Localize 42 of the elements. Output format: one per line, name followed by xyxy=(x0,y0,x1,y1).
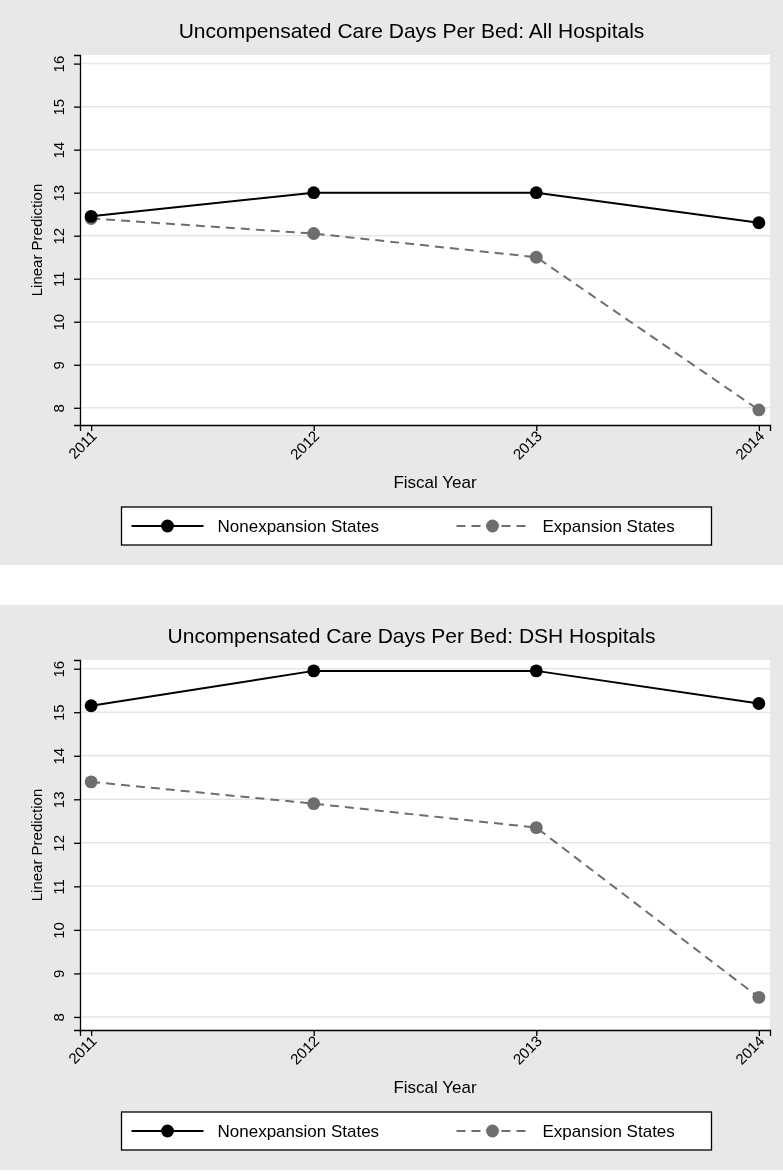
point xyxy=(752,697,766,710)
y-axis-title: Linear Prediction xyxy=(28,788,45,902)
legend-label: Nonexpansion States xyxy=(217,1122,380,1141)
y-axis-title: Linear Prediction xyxy=(28,183,45,297)
point xyxy=(307,186,321,200)
y-tick-label: 8 xyxy=(50,1013,67,1022)
y-tick-label: 8 xyxy=(50,404,67,413)
y-tick-label: 15 xyxy=(50,704,67,722)
chart-title: Uncompensated Care Days Per Bed: DSH Hospitals xyxy=(167,624,656,647)
legend-label: Expansion States xyxy=(542,1122,675,1141)
y-tick-label: 11 xyxy=(50,271,67,288)
point xyxy=(307,664,321,678)
point xyxy=(752,216,766,230)
point xyxy=(84,699,98,713)
point xyxy=(752,990,766,1004)
y-tick-label: 13 xyxy=(50,791,67,809)
y-tick-label: 9 xyxy=(50,969,67,979)
x-axis-title: Fiscal Year xyxy=(393,1078,477,1097)
y-tick-label: 15 xyxy=(50,98,67,116)
y-tick-label: 11 xyxy=(50,879,67,895)
chart-title: Uncompensated Care Days Per Bed: All Hospitals xyxy=(178,19,645,42)
y-tick-label: 10 xyxy=(50,313,67,331)
point xyxy=(529,250,543,264)
y-tick-label: 12 xyxy=(50,227,67,245)
legend-label: Nonexpansion States xyxy=(217,517,380,536)
y-tick-label: 16 xyxy=(50,55,67,73)
y-tick-label: 10 xyxy=(50,922,67,939)
y-tick-label: 13 xyxy=(50,184,67,202)
point xyxy=(529,821,543,835)
y-tick-label: 16 xyxy=(50,660,67,678)
y-tick-label: 14 xyxy=(50,747,67,765)
y-tick-label: 9 xyxy=(50,361,67,370)
point xyxy=(307,227,321,240)
legend-label: Expansion States xyxy=(542,517,675,536)
point xyxy=(84,775,98,789)
point xyxy=(307,797,321,811)
x-axis-title: Fiscal Year xyxy=(393,473,477,492)
y-tick-label: 14 xyxy=(50,141,67,159)
point xyxy=(529,186,543,200)
y-tick-label: 12 xyxy=(50,834,67,852)
point xyxy=(752,403,766,417)
point xyxy=(529,664,543,678)
